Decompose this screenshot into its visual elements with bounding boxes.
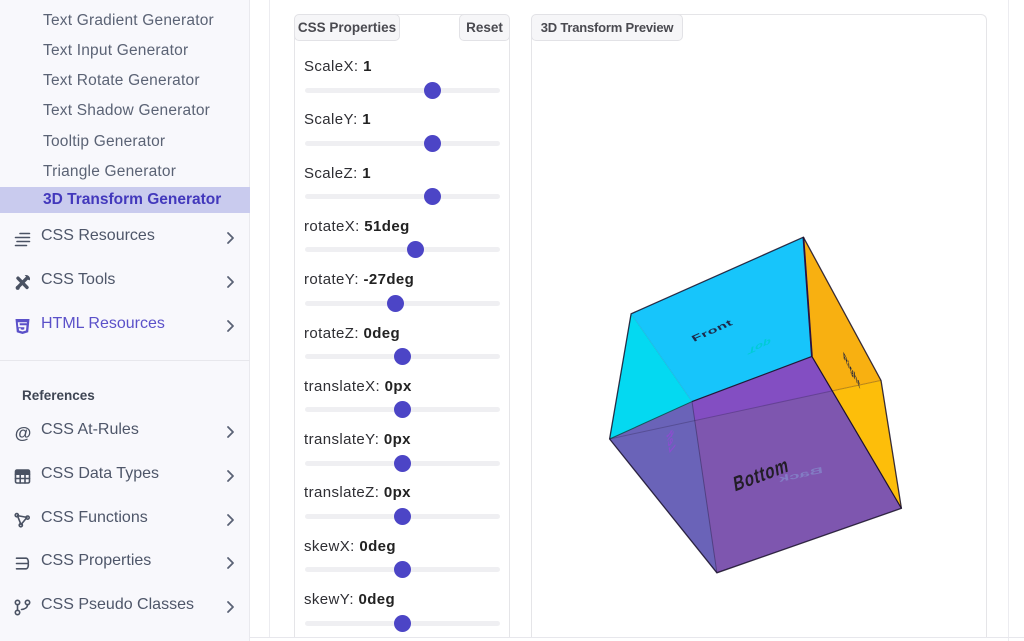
svg-text:@: @ xyxy=(15,424,32,443)
